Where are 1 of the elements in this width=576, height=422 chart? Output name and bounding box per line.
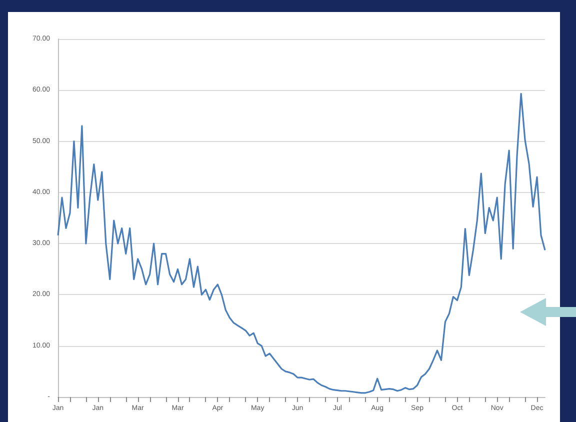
- line-series: [57, 92, 546, 394]
